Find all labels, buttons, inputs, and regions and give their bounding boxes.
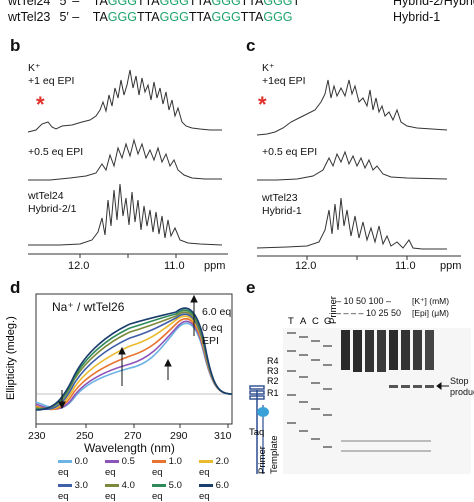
panel-c-nmr-spectra <box>256 79 461 260</box>
sequence-prime: 5′ – <box>59 10 80 24</box>
sequence-topology: Hybrid-1 <box>393 10 441 24</box>
panel-b-tick-label: 12.0 <box>68 260 90 272</box>
panel-d-legend: 0.0 eq 0.5 eq 1.0 eq 2.0 eq 3.0 eq 4.0 e… <box>58 456 238 502</box>
template-label-template: Template <box>269 435 280 474</box>
sequence-row-wttel24: wtTel24 5′ – TAGGGTTAGGGTTAGGGTTAGGGT Hy… <box>8 0 474 8</box>
panel-b-tick-label: 11.0 <box>164 260 185 272</box>
panel-b-asterisk: * <box>36 92 45 117</box>
legend-item-5: 4.0 eq <box>105 480 135 502</box>
stop-product-label: Stop product <box>450 376 474 397</box>
panel-e-epi-unit: [Epi] (μM) <box>412 308 450 318</box>
panel-b-spectrum-mid <box>28 138 222 181</box>
panel-c-label-top: K⁺ +1eq EPI <box>262 62 306 87</box>
panel-d-top-eq: 6.0 eq <box>202 306 232 318</box>
panel-d-letter: d <box>10 278 21 297</box>
sequencing-bands <box>287 332 332 448</box>
marker-r3: R3 <box>267 366 279 376</box>
lane-letter-c: C <box>312 316 319 327</box>
panel-e-epi-header: – – – – 10 25 50 <box>336 308 402 318</box>
marker-r4: R4 <box>267 356 279 366</box>
smear-lanes <box>341 330 434 372</box>
panel-b-spectrum-top <box>27 69 222 133</box>
legend-item-4: 3.0 eq <box>58 480 88 502</box>
cd-curve-7 <box>35 307 233 411</box>
panel-e-letter: e <box>246 278 256 297</box>
panel-c-axis-unit: ppm <box>440 260 462 272</box>
legend-item-1: 0.5 eq <box>105 456 135 478</box>
lane-primer-label: Primer <box>328 296 339 324</box>
panel-c-spectrum-bottom <box>256 197 447 250</box>
sequence-row-wttel23: wtTel23 5′ – TAGGGTTAGGGTTAGGGTTAGGG Hyb… <box>8 10 440 24</box>
legend-item-2: 1.0 eq <box>152 456 182 478</box>
sequence-text: TAGGGTTAGGGTTAGGGTTAGGGT <box>92 0 301 8</box>
faint-bands <box>341 440 431 452</box>
panel-b-label-bottom: wtTel24 Hybrid-2/1 <box>28 190 77 215</box>
panel-e-k-unit: [K⁺] (mM) <box>412 296 450 306</box>
panel-d-xtick: 290 <box>170 430 188 442</box>
panel-d-xtick: 270 <box>124 430 142 442</box>
panel-d-title: Na⁺ / wtTel26 <box>52 300 125 314</box>
panel-c-label-mid: +0.5 eq EPI <box>262 146 318 158</box>
panel-d-cd-chart: Ellipticity (mdeg.) <box>5 293 233 428</box>
panel-d-xtick: 250 <box>76 430 94 442</box>
panel-d-arrow-up-mid <box>118 346 126 386</box>
panel-b-axis-unit: ppm <box>204 260 226 272</box>
g-quadruplex-icon <box>249 385 265 400</box>
panel-b-label-mid: +0.5 eq EPI <box>28 146 84 158</box>
stop-product-arrow <box>436 382 449 390</box>
template-label-primer: Primer <box>257 446 268 474</box>
taq-label: Taq <box>249 427 264 438</box>
panel-b-nmr-spectra <box>27 69 228 258</box>
panel-c-spectrum-mid <box>257 150 448 181</box>
panel-d-arrow-up-right <box>164 358 172 380</box>
panel-c-tick-label: 12.0 <box>295 260 317 272</box>
marker-r2: R2 <box>267 376 279 386</box>
sequence-topology: Hybrid-2/Hybrid-1 <box>393 0 474 8</box>
panel-c-asterisk: * <box>258 92 267 117</box>
legend-item-3: 2.0 eq <box>199 456 229 478</box>
lane-letter-t: T <box>288 316 294 327</box>
lane-letter-g: G <box>324 316 331 327</box>
panel-d-xtick: 310 <box>214 430 232 442</box>
panel-d-eq-arrow <box>190 294 198 336</box>
panel-c-letter: c <box>246 36 256 55</box>
panel-c-label-bottom: wtTel23 Hybrid-1 <box>262 192 302 217</box>
panel-d-xlabel: Wavelength (nm) <box>84 441 175 455</box>
panel-b-letter: b <box>10 36 21 55</box>
legend-item-0: 0.0 eq <box>58 456 88 478</box>
sequence-prime: 5′ – <box>59 0 80 8</box>
panel-c-tick-label: 11.0 <box>395 260 416 272</box>
lane-letter-a: A <box>300 316 307 327</box>
panel-e-k-header: – 10 50 100 – <box>336 296 392 306</box>
panel-b-spectrum-bottom <box>28 183 223 246</box>
panel-e-gel: T A C G Primer R4 R3 R2 R1 <box>249 296 471 474</box>
taq-polymerase-icon <box>257 407 269 417</box>
panel-d-xtick: 230 <box>28 430 46 442</box>
stop-product-bands <box>389 385 434 388</box>
marker-r1: R1 <box>267 388 279 398</box>
panel-d-epi-label: 0 eq EPI <box>202 322 223 347</box>
sequence-name: wtTel23 <box>8 10 51 24</box>
legend-item-7: 6.0 eq <box>199 480 229 502</box>
sequence-text: TAGGGTTAGGGTTAGGGTTAGGG <box>92 10 293 24</box>
panel-b-label-top: K⁺ +1 eq EPI <box>28 62 75 87</box>
legend-item-6: 5.0 eq <box>152 480 182 502</box>
sequence-name: wtTel24 <box>8 0 51 8</box>
panel-c-spectrum-top <box>256 79 448 136</box>
panel-d-arrow-down <box>58 390 66 410</box>
panel-d-ylabel: Ellipticity (mdeg.) <box>5 316 17 400</box>
